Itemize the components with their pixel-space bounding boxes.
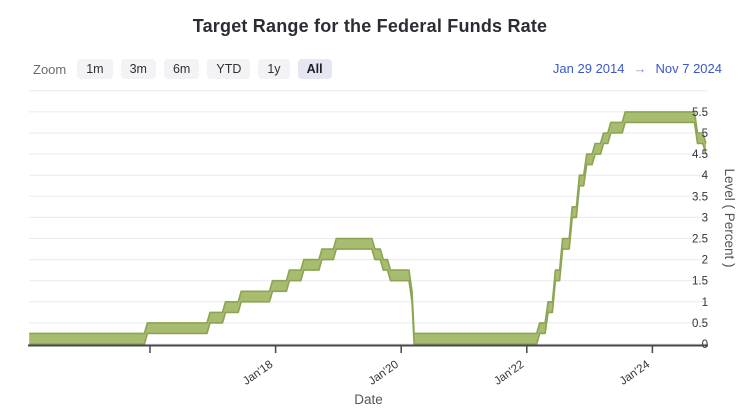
range-button-3m[interactable]: 3m	[120, 58, 156, 80]
y-axis-title: Level ( Percent )	[722, 168, 737, 267]
y-tick-label: 1	[702, 297, 708, 309]
x-tick-label: Jan'18	[241, 359, 275, 388]
y-tick-label: 4	[702, 170, 709, 182]
y-tick-label: 2.5	[692, 234, 708, 246]
x-tick-label: Jan'24	[618, 358, 653, 387]
range-button-6m[interactable]: 6m	[163, 58, 200, 80]
x-tick-label: Jan'20	[367, 359, 401, 388]
y-tick-label: 3.5	[692, 191, 708, 203]
y-tick-label: 5	[702, 128, 708, 140]
y-tick-label: 1.5	[692, 276, 708, 288]
y-tick-label: 2	[702, 255, 708, 267]
range-arrow-icon: →	[633, 61, 647, 76]
target-range-band	[29, 111, 706, 345]
y-tick-label: 0.5	[692, 318, 708, 330]
y-tick-label: 0	[702, 339, 708, 351]
range-start-date[interactable]: Jan 29 2014	[552, 61, 625, 76]
x-tick-label: Jan'22	[492, 359, 526, 388]
range-button-1m[interactable]: 1m	[77, 58, 113, 80]
date-range: Jan 29 2014 → Nov 7 2024	[553, 61, 722, 76]
page-title: Target Range for the Federal Funds Rate	[192, 16, 548, 36]
zoom-label: Zoom	[33, 61, 67, 77]
y-tick-label: 3	[702, 212, 708, 224]
x-axis-title: Date	[354, 392, 383, 407]
range-selector: Zoom 1m 3m 6m YTD 1y All	[33, 57, 332, 81]
y-tick-label: 5.5	[692, 107, 708, 119]
range-button-all[interactable]: All	[297, 58, 332, 80]
range-button-1y[interactable]: 1y	[258, 58, 290, 80]
band-upper-edge	[29, 111, 707, 335]
range-button-ytd[interactable]: YTD	[207, 58, 251, 80]
band-lower-edge	[29, 121, 707, 345]
range-end-date[interactable]: Nov 7 2024	[655, 61, 723, 76]
y-tick-label: 4.5	[692, 149, 708, 161]
